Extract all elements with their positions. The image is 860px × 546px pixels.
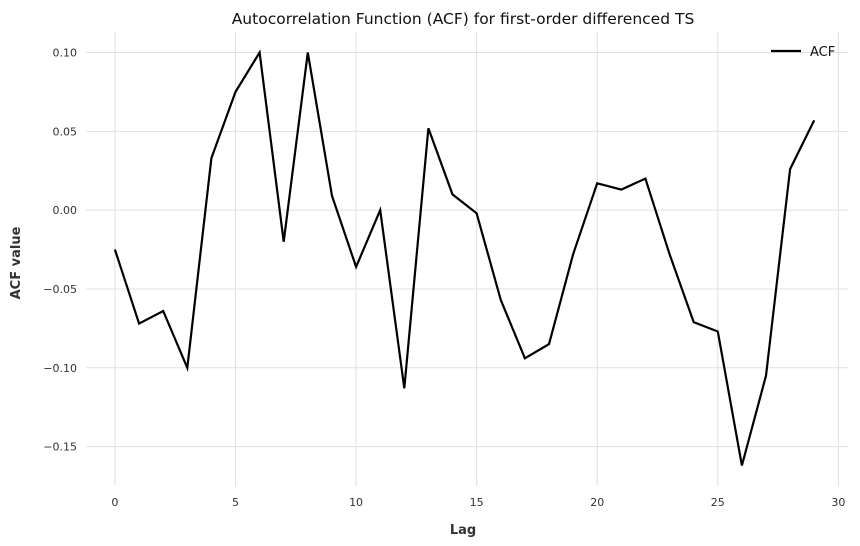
x-tick-label: 5	[232, 496, 239, 509]
grid-lines	[86, 32, 848, 486]
chart-title: Autocorrelation Function (ACF) for first…	[232, 10, 695, 28]
y-tick-label: 0.10	[53, 46, 78, 59]
x-tick-label: 30	[831, 496, 845, 509]
x-tick-label: 15	[470, 496, 484, 509]
y-tick-label: −0.15	[43, 441, 77, 454]
series-line-acf	[113, 49, 816, 466]
x-tick-label: 25	[711, 496, 725, 509]
y-axis-label: ACF value	[9, 226, 24, 299]
legend-label-acf: ACF	[810, 45, 835, 60]
x-tick-label: 20	[590, 496, 604, 509]
x-tick-label: 10	[349, 496, 363, 509]
legend: ACF	[771, 45, 835, 60]
y-tick-label: −0.05	[43, 283, 77, 296]
x-axis-label: Lag	[450, 523, 476, 538]
y-tick-label: −0.10	[43, 362, 77, 375]
tick-labels: 0 5 10 15 20 25 30 0.10 0.05 0.00 −0.05 −0.10 −0.15	[43, 46, 845, 509]
series-lines	[113, 49, 816, 466]
y-tick-label: 0.00	[53, 204, 78, 217]
y-tick-label: 0.05	[53, 125, 78, 138]
x-tick-label: 0	[111, 496, 118, 509]
